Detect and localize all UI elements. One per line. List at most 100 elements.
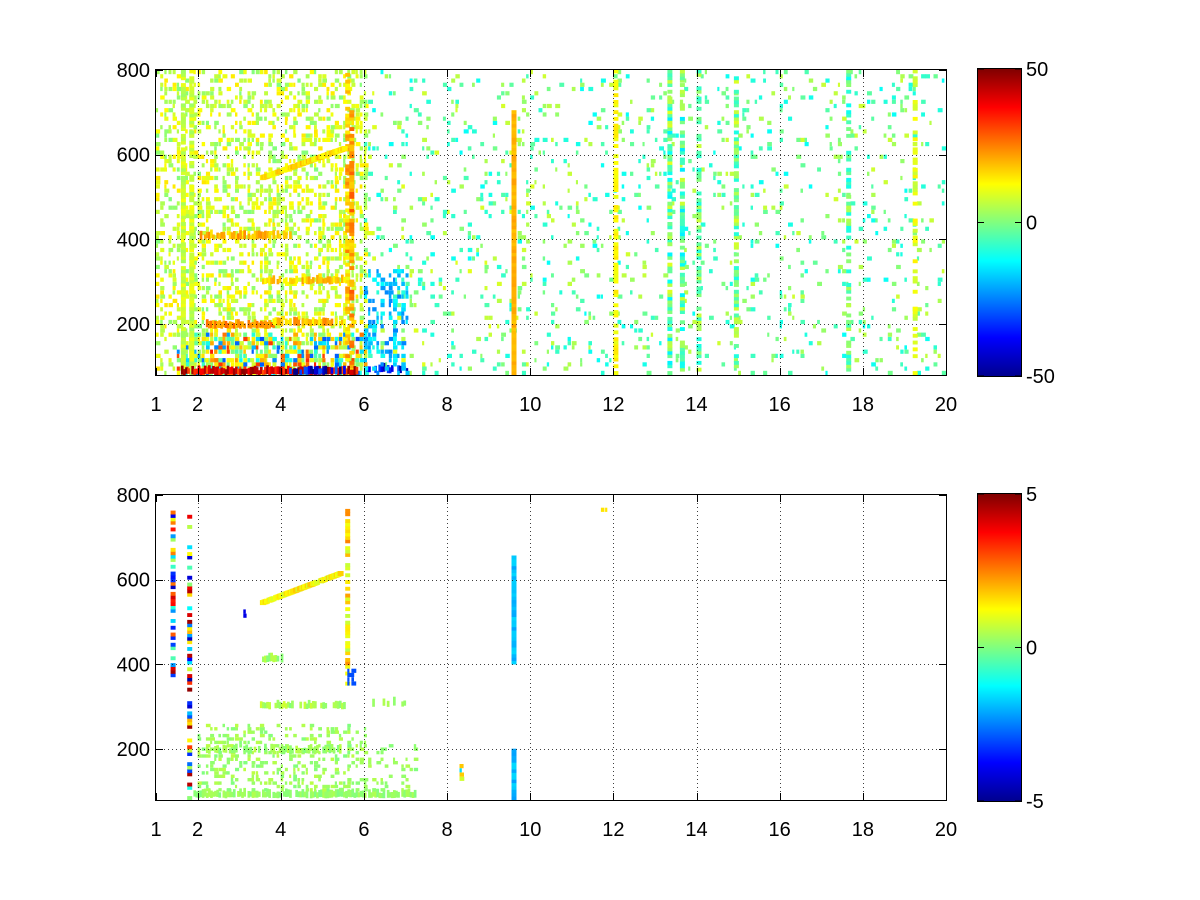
top-heatmap-cell [282, 368, 286, 375]
top-heatmap-cell [280, 91, 285, 96]
top-heatmap-cell [264, 82, 269, 87]
top-heatmap-cell [243, 345, 248, 350]
top-heatmap-cell [343, 197, 347, 202]
top-colorbar-frame [977, 68, 1022, 377]
top-heatmap-cell [301, 311, 306, 316]
top-heatmap-cell [484, 269, 488, 274]
top-heatmap-cell [696, 137, 702, 142]
top-heatmap-cell [349, 211, 355, 216]
top-heatmap-cell [156, 239, 160, 244]
bottom-heatmap-cell [187, 769, 193, 773]
top-heatmap-cell [733, 76, 739, 81]
top-heatmap-cell [297, 324, 301, 329]
top-heatmap-cell [268, 260, 271, 265]
top-heatmap-cell [808, 341, 813, 346]
top-heatmap-cell [850, 336, 855, 342]
bottom-heatmap-cell [284, 781, 288, 785]
top-heatmap-cell [850, 70, 853, 75]
top-heatmap-cell [201, 120, 205, 125]
top-heatmap-cell [180, 255, 186, 260]
top-heatmap-cell [511, 232, 517, 237]
top-heatmap-cell [201, 353, 205, 358]
top-heatmap-cell [846, 296, 852, 301]
top-heatmap-cell [837, 171, 842, 176]
top-heatmap-cell [255, 142, 260, 147]
top-heatmap-cell [160, 74, 164, 79]
top-heatmap-cell [201, 214, 205, 219]
top-heatmap-cell [359, 353, 363, 358]
top-heatmap-cell [754, 273, 759, 278]
top-heatmap-cell [376, 345, 379, 350]
top-heatmap-cell [654, 137, 658, 142]
top-heatmap-cell [617, 209, 622, 214]
top-heatmap-cell [501, 273, 506, 278]
top-heatmap-cell [696, 116, 702, 121]
top-heatmap-cell [314, 142, 317, 147]
top-heatmap-cell [338, 294, 342, 299]
top-heatmap-cell [214, 184, 218, 189]
top-heatmap-cell [804, 137, 807, 142]
bottom-heatmap-cell [170, 605, 176, 610]
top-heatmap-cell [679, 340, 685, 345]
top-heatmap-cell [185, 353, 188, 358]
top-heatmap-cell [289, 358, 293, 363]
top-heatmap-cell [887, 137, 893, 142]
top-heatmap-cell [214, 99, 218, 104]
bottom-heatmap-cell [280, 764, 283, 768]
top-heatmap-cell [268, 82, 272, 87]
top-heatmap-cell [580, 362, 583, 367]
top-heatmap-cell [580, 269, 585, 274]
top-heatmap-cell [351, 319, 357, 325]
top-heatmap-cell [259, 294, 263, 299]
top-heatmap-cell [363, 247, 368, 253]
bottom-heatmap-cell [228, 788, 232, 798]
top-heatmap-cell [172, 281, 177, 286]
top-heatmap-cell [351, 298, 355, 303]
top-heatmap-cell [646, 205, 652, 210]
top-heatmap-cell [293, 133, 297, 138]
top-heatmap-cell [733, 116, 739, 121]
top-heatmap-cell [343, 276, 346, 283]
top-heatmap-cell [650, 116, 655, 121]
top-heatmap-cell [941, 188, 945, 193]
top-heatmap-cell [713, 247, 716, 253]
top-heatmap-cell [405, 264, 410, 270]
top-heatmap-cell [284, 345, 288, 350]
top-heatmap-cell [380, 345, 384, 350]
top-heatmap-cell [447, 209, 450, 214]
top-heatmap-cell [349, 154, 355, 159]
top-heatmap-cell [349, 205, 355, 209]
top-heatmap-cell [625, 74, 630, 79]
top-heatmap-cell [268, 142, 273, 147]
top-heatmap-cell [189, 259, 195, 264]
top-heatmap-cell [382, 362, 386, 372]
bottom-heatmap-cell [326, 733, 330, 738]
top-heatmap-cell [289, 226, 294, 231]
top-heatmap-cell [613, 272, 619, 277]
top-heatmap-cell [900, 243, 903, 248]
top-heatmap-cell [289, 277, 292, 285]
top-heatmap-cell [328, 366, 332, 375]
top-heatmap-cell [201, 341, 206, 346]
top-heatmap-cell [679, 255, 685, 260]
top-heatmap-cell [534, 91, 539, 96]
top-heatmap-cell [160, 82, 164, 87]
top-heatmap-cell [259, 133, 265, 138]
top-heatmap-cell [349, 113, 355, 118]
top-heatmap-cell [305, 226, 310, 231]
top-heatmap-cell [210, 112, 213, 117]
top-heatmap-cell [567, 281, 572, 286]
top-heatmap-cell [521, 142, 525, 147]
bottom-heatmap-cell [222, 740, 227, 745]
top-heatmap-cell [205, 231, 209, 239]
top-heatmap-cell [625, 264, 629, 270]
top-heatmap-cell [343, 175, 347, 181]
top-heatmap-cell [345, 72, 351, 77]
top-heatmap-cell [284, 188, 288, 193]
top-heatmap-cell [511, 289, 517, 294]
top-heatmap-cell [891, 307, 897, 312]
bottom-heatmap-cell [268, 652, 271, 662]
bottom-heatmap-cell [230, 754, 236, 758]
top-heatmap-cell [251, 286, 256, 291]
top-heatmap-cell [511, 133, 517, 138]
